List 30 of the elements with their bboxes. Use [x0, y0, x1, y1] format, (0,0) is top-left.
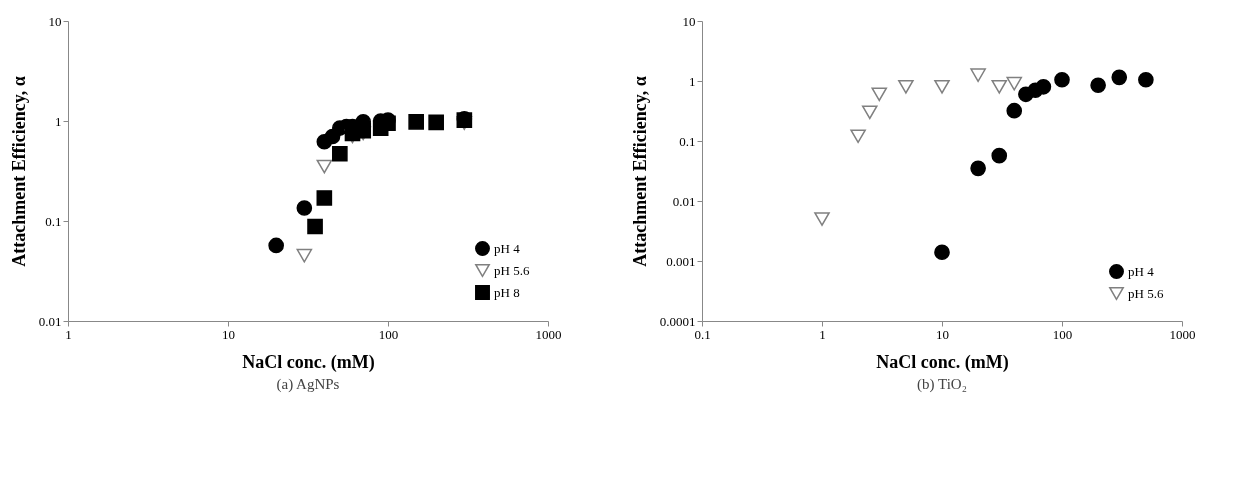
- x-tick-label: 1000: [1169, 326, 1196, 342]
- y-tick-label: 10: [48, 13, 62, 29]
- legend-label: pH 4: [1128, 263, 1155, 279]
- x-tick-label: 0.1: [694, 326, 711, 342]
- y-tick-label: 0.0001: [659, 313, 696, 329]
- x-tick-label: 1: [819, 326, 826, 342]
- x-tick-label: 10: [936, 326, 949, 342]
- x-tick-label: 100: [1052, 326, 1073, 342]
- y-axis-title: Attachment Efficiency, α: [629, 76, 650, 267]
- legend-label: pH 5.6: [494, 262, 530, 278]
- y-tick-label: 0.1: [679, 133, 696, 149]
- legend-label: pH 5.6: [1128, 285, 1164, 301]
- y-tick-label: 0.01: [38, 313, 62, 329]
- legend-label: pH 8: [494, 284, 520, 300]
- y-tick-label: 0.001: [666, 253, 696, 269]
- x-tick-label: 10: [222, 326, 235, 342]
- x-tick-label: 100: [378, 326, 399, 342]
- legend-label: pH 4: [494, 240, 521, 256]
- x-axis-title: NaCl conc. (mM): [876, 351, 1009, 373]
- x-axis-title: NaCl conc. (mM): [242, 351, 375, 373]
- x-tick-label: 1: [65, 326, 72, 342]
- y-axis-title: Attachment Efficiency, α: [8, 76, 29, 267]
- x-tick-label: 1000: [535, 326, 562, 342]
- y-tick-label: 1: [55, 113, 62, 129]
- y-tick-label: 1: [689, 73, 696, 89]
- text: (a) AgNPs: [276, 376, 340, 393]
- text: (b) TiO₂: [917, 376, 967, 393]
- y-tick-label: 10: [682, 13, 696, 29]
- y-tick-label: 0.1: [45, 213, 62, 229]
- y-tick-label: 0.01: [672, 193, 696, 209]
